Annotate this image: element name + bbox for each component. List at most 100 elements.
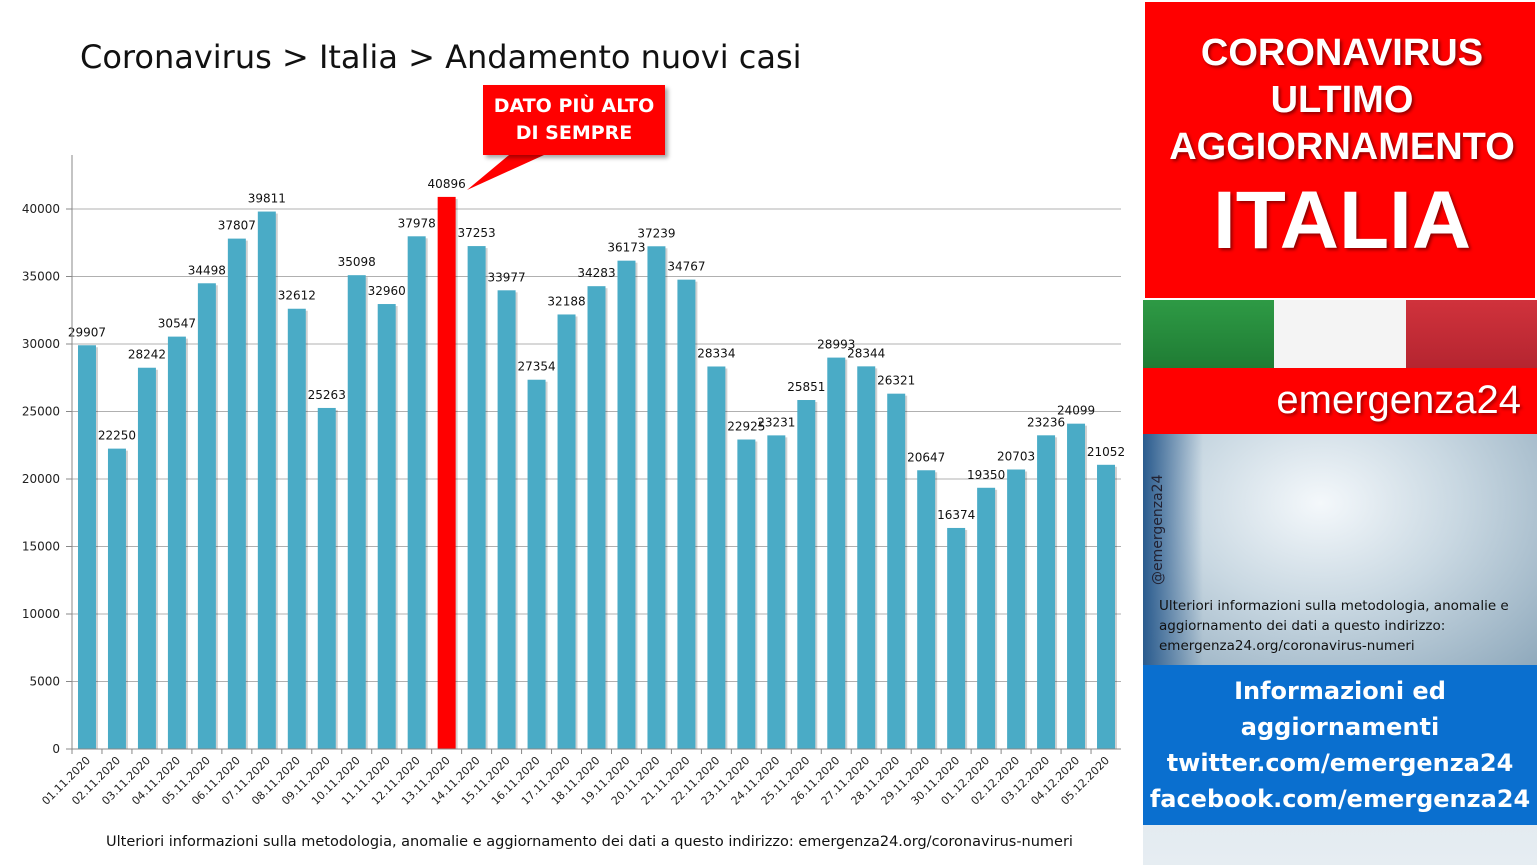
bar-value-label: 37978 [398, 216, 436, 230]
bar [1037, 435, 1056, 749]
bar [347, 275, 366, 749]
bar-value-label: 32960 [368, 284, 406, 298]
bar [467, 246, 486, 749]
italian-flag [1143, 300, 1537, 368]
bar [977, 487, 996, 749]
bar-value-label: 23231 [757, 415, 795, 429]
flag-white-stripe [1274, 300, 1406, 368]
bar [677, 279, 696, 749]
y-tick-label: 10000 [22, 607, 60, 621]
bar [77, 345, 96, 749]
header-line-3: AGGIORNAMENTO [1169, 126, 1515, 168]
bar [317, 407, 336, 749]
background-photo [1143, 434, 1537, 665]
bar-value-label: 29907 [68, 325, 106, 339]
bar [1097, 464, 1116, 749]
bar-value-label: 20647 [907, 450, 945, 464]
bar-value-label: 34283 [577, 266, 615, 280]
bar-value-label: 33977 [487, 270, 525, 284]
bar [377, 304, 396, 749]
bar-value-label: 28242 [128, 348, 166, 362]
bar [947, 527, 966, 749]
y-tick-label: 0 [52, 742, 60, 756]
bar-value-label: 25851 [787, 380, 825, 394]
bar-value-label: 25263 [308, 388, 346, 402]
bar-value-label: 28344 [847, 346, 885, 360]
bar-value-label: 40896 [428, 177, 466, 191]
bar-chart: 29907 22250 28242 30547 34498 37807 39811 32612… [22, 155, 1125, 808]
bar-highlight [437, 196, 456, 750]
bar-value-label: 21052 [1087, 445, 1125, 459]
bar-value-label: 23236 [1027, 415, 1065, 429]
bar [197, 283, 216, 749]
bar-value-label: 39811 [248, 192, 286, 206]
bar [1067, 423, 1086, 749]
header-line-1: CORONAVIRUS [1200, 32, 1484, 74]
country-title: ITALIA [1212, 175, 1472, 266]
bar [887, 393, 906, 749]
bar [857, 366, 876, 749]
flag-red-stripe [1405, 300, 1537, 368]
bar-value-label: 28993 [817, 338, 855, 352]
panel-header: CORONAVIRUS ULTIMO AGGIORNAMENTO ITALIA [1143, 0, 1537, 300]
bar-value-label: 34767 [667, 260, 705, 274]
bar-value-label: 16374 [937, 508, 975, 522]
bar-value-label: 28334 [697, 346, 735, 360]
bar [107, 448, 126, 749]
callout-line-2: DI SEMPRE [515, 122, 633, 144]
bar [137, 367, 156, 749]
y-tick-label: 5000 [29, 675, 60, 689]
footer-note: Ulteriori informazioni sulla metodologia… [106, 834, 1073, 850]
bar-value-label: 26321 [877, 374, 915, 388]
info-panel: CORONAVIRUS ULTIMO AGGIORNAMENTO ITALIA … [1143, 0, 1537, 865]
y-tick-label: 30000 [22, 337, 60, 351]
bar [497, 290, 516, 749]
photo-streak [1143, 434, 1203, 665]
brand-bar: emergenza24 [1143, 368, 1537, 434]
bar [707, 366, 726, 749]
social-handle: @emergenza24 [1150, 474, 1166, 586]
bar [617, 260, 636, 749]
bar [587, 286, 606, 749]
bar [737, 439, 756, 749]
bar [1007, 469, 1026, 749]
bar [797, 400, 816, 749]
chart-title: Coronavirus > Italia > Andamento nuovi c… [80, 38, 802, 76]
facebook-link[interactable]: facebook.com/emergenza24 [1149, 785, 1531, 813]
bar-value-label: 22250 [98, 429, 136, 443]
bar-value-label: 37239 [637, 226, 675, 240]
bar [227, 238, 246, 749]
twitter-link[interactable]: twitter.com/emergenza24 [1166, 749, 1514, 777]
social-info-box: Informazioni ed aggiornamenti twitter.co… [1143, 665, 1537, 825]
header-line-2: ULTIMO [1270, 79, 1414, 121]
bar-value-label: 24099 [1057, 404, 1095, 418]
bar-value-label: 19350 [967, 468, 1005, 482]
bar-value-label: 32612 [278, 289, 316, 303]
bar [767, 435, 786, 749]
info-line-1: Informazioni ed [1234, 677, 1446, 705]
bar [827, 357, 846, 749]
bar-value-label: 37807 [218, 219, 256, 233]
y-tick-label: 20000 [22, 472, 60, 486]
info-line-2: aggiornamenti [1240, 713, 1440, 741]
bar-value-label: 27354 [517, 360, 555, 374]
brand-name: emergenza24 [1276, 378, 1521, 422]
bar-value-label: 35098 [338, 255, 376, 269]
flag-green-stripe [1143, 300, 1275, 368]
bar-value-label: 20703 [997, 450, 1035, 464]
y-tick-label: 35000 [22, 270, 60, 284]
bar-value-label: 30547 [158, 317, 196, 331]
bar-value-label: 22925 [727, 420, 765, 434]
bar-value-label: 32188 [547, 294, 585, 308]
callout-line-1: DATO PIÙ ALTO [493, 95, 655, 117]
bar-value-label: 36173 [607, 241, 645, 255]
bar [647, 246, 666, 749]
bar-value-label: 37253 [458, 226, 496, 240]
bar [917, 470, 936, 749]
bar-value-label: 34498 [188, 263, 226, 277]
panel-note: Ulteriori informazioni sulla metodologia… [1159, 598, 1509, 654]
bar [287, 308, 306, 749]
bar [167, 336, 186, 749]
bar [407, 236, 426, 749]
record-callout: DATO PIÙ ALTO DI SEMPRE [483, 85, 665, 155]
